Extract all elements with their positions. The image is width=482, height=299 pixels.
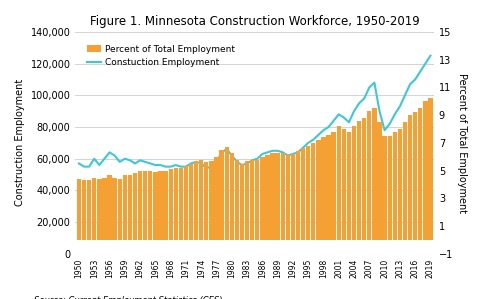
Bar <box>332 132 336 240</box>
Bar <box>372 108 376 240</box>
Bar <box>169 169 173 240</box>
Bar <box>428 98 433 240</box>
Bar <box>138 171 142 240</box>
Bar <box>388 136 392 240</box>
Bar <box>214 157 219 240</box>
Bar <box>250 159 254 240</box>
Bar <box>311 143 315 240</box>
Bar <box>194 161 198 240</box>
Bar <box>347 132 351 240</box>
Y-axis label: Construction Employment: Construction Employment <box>15 79 25 207</box>
Bar <box>148 171 152 240</box>
Bar <box>398 129 402 240</box>
Bar <box>92 178 96 240</box>
Bar <box>204 162 209 240</box>
Bar <box>296 151 300 240</box>
Text: Source: Current Employment Statistics (CES): Source: Current Employment Statistics (C… <box>34 296 222 299</box>
Bar <box>418 108 422 240</box>
Bar <box>219 150 224 240</box>
Bar <box>118 179 122 240</box>
Bar <box>240 164 244 240</box>
Bar <box>357 121 362 240</box>
Bar <box>209 161 214 240</box>
Bar <box>291 154 295 240</box>
Bar <box>174 168 178 240</box>
Bar <box>102 178 107 240</box>
Bar <box>163 171 168 240</box>
Bar <box>235 159 239 240</box>
Bar <box>97 179 102 240</box>
Bar <box>179 168 183 240</box>
Bar <box>316 140 321 240</box>
Bar <box>107 175 112 240</box>
Bar <box>122 175 127 240</box>
Bar <box>199 159 203 240</box>
Bar <box>189 164 193 240</box>
Bar <box>143 171 147 240</box>
Bar <box>245 161 249 240</box>
Bar <box>367 111 372 240</box>
Bar <box>260 157 265 240</box>
Bar <box>393 132 397 240</box>
Y-axis label: Percent of Total Employment: Percent of Total Employment <box>457 73 467 213</box>
Bar <box>255 159 259 240</box>
Bar <box>112 178 117 240</box>
Bar <box>265 155 269 240</box>
Bar <box>362 118 366 240</box>
Bar <box>382 136 387 240</box>
Bar <box>87 180 91 240</box>
Bar <box>133 173 137 240</box>
Bar <box>403 122 407 240</box>
Bar <box>276 152 280 240</box>
Bar <box>128 175 132 240</box>
Bar <box>342 129 346 240</box>
Bar <box>408 115 412 240</box>
Bar <box>153 172 158 240</box>
Bar <box>306 146 310 240</box>
Bar <box>352 126 356 240</box>
Bar <box>377 122 382 240</box>
Bar <box>77 179 81 240</box>
Bar <box>158 171 162 240</box>
Bar <box>423 101 428 240</box>
Bar <box>286 155 290 240</box>
Bar <box>301 148 305 240</box>
Bar <box>281 152 285 240</box>
Bar <box>225 147 229 240</box>
Bar <box>413 112 417 240</box>
Bar <box>336 126 341 240</box>
Bar <box>229 152 234 240</box>
Bar <box>321 137 326 240</box>
Bar <box>270 152 275 240</box>
Title: Figure 1. Minnesota Construction Workforce, 1950-2019: Figure 1. Minnesota Construction Workfor… <box>90 15 420 28</box>
Bar <box>82 180 86 240</box>
Legend: Percent of Total Employment, Constuction Employment: Percent of Total Employment, Constuction… <box>83 41 239 71</box>
Bar <box>184 167 188 240</box>
Bar <box>326 135 331 240</box>
